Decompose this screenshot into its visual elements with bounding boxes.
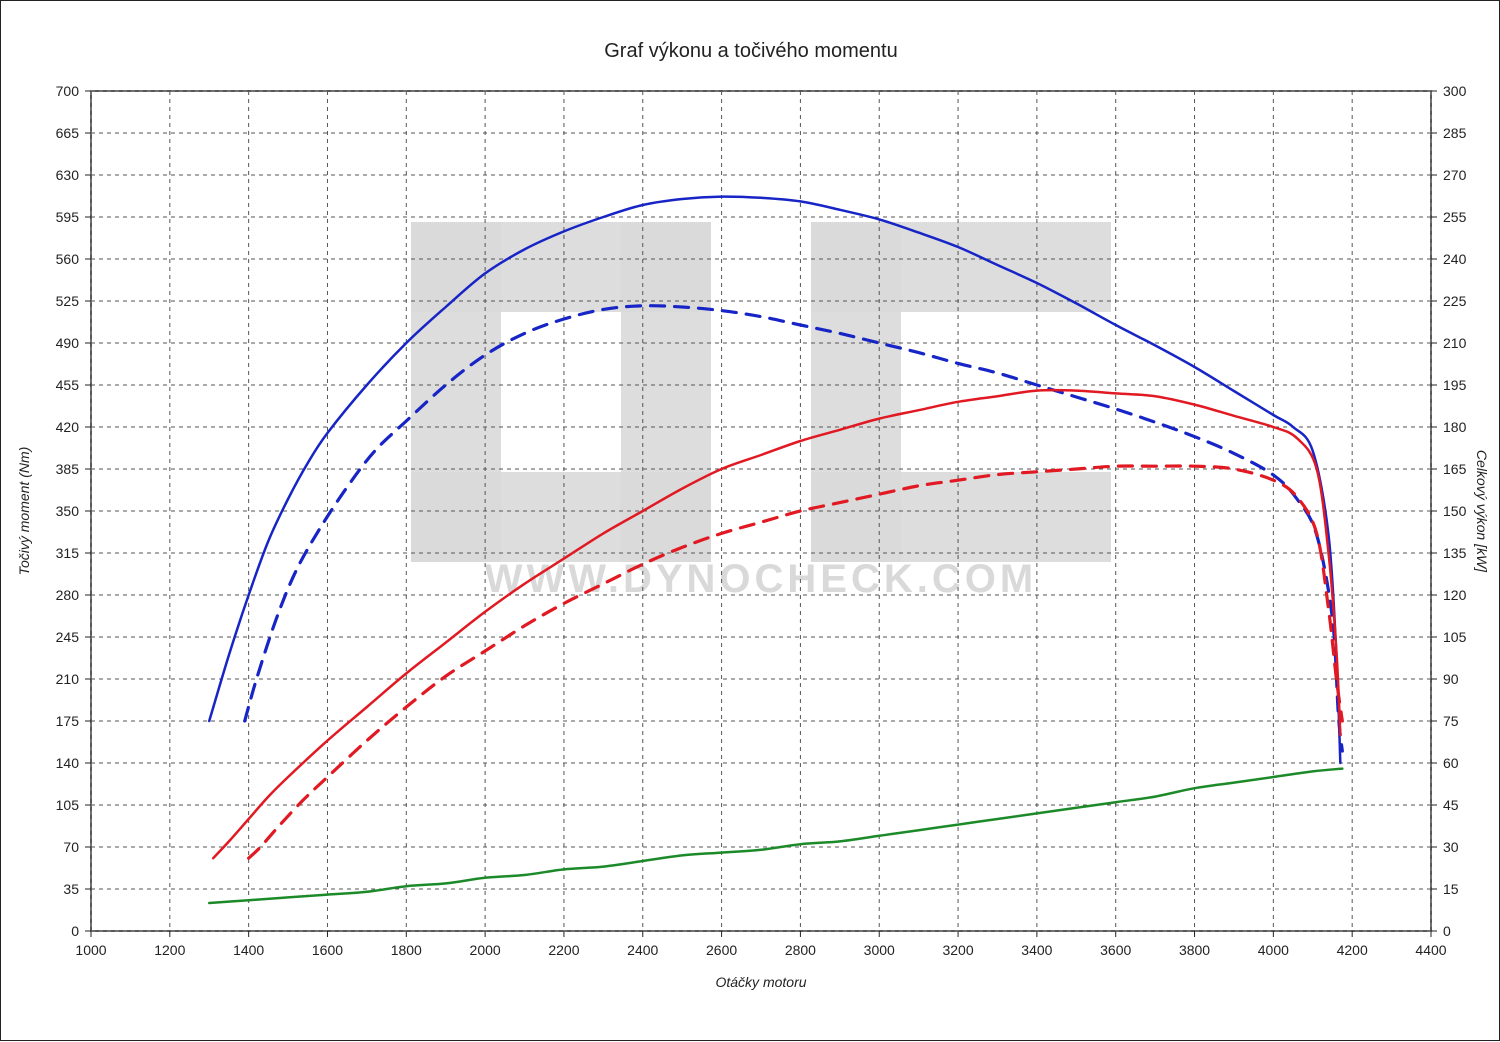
y-right-tick: 60	[1443, 755, 1459, 771]
y-right-tick: 240	[1443, 251, 1467, 267]
y-right-tick: 45	[1443, 797, 1459, 813]
x-tick: 1800	[391, 942, 422, 958]
x-tick: 1400	[233, 942, 264, 958]
y-right-tick: 210	[1443, 335, 1467, 351]
series-torque_tuned	[209, 197, 1340, 763]
y-left-tick: 70	[63, 839, 79, 855]
x-tick-labels: 1000 1200 1400 1600 1800 2000 2200 2400 2600 2800…	[75, 942, 1446, 958]
x-tick: 4200	[1337, 942, 1368, 958]
y-left-tick: 455	[56, 377, 80, 393]
series-losses	[209, 769, 1342, 903]
y-right-tick: 135	[1443, 545, 1467, 561]
y-right-axis-label: Celkový výkon [kW]	[1474, 450, 1490, 573]
y-right-tick: 270	[1443, 167, 1467, 183]
y-right-tick: 285	[1443, 125, 1467, 141]
x-tick: 3200	[942, 942, 973, 958]
y-left-tick: 35	[63, 881, 79, 897]
y-left-tick: 595	[56, 209, 80, 225]
y-right-tick: 75	[1443, 713, 1459, 729]
y-right-tick: 150	[1443, 503, 1467, 519]
y-right-tick-labels: 0 15 30 45 60 75 90 105 120 135 150 165 180 195 210 225…	[1443, 83, 1467, 939]
x-tick: 3800	[1179, 942, 1210, 958]
y-right-tick: 165	[1443, 461, 1467, 477]
x-tick: 2000	[470, 942, 501, 958]
y-left-tick: 280	[56, 587, 80, 603]
x-tick: 2800	[785, 942, 816, 958]
x-tick: 1600	[312, 942, 343, 958]
y-left-tick: 490	[56, 335, 80, 351]
y-left-tick: 105	[56, 797, 80, 813]
gridlines	[85, 91, 1437, 937]
y-left-tick: 210	[56, 671, 80, 687]
y-right-tick: 90	[1443, 671, 1459, 687]
y-left-tick: 630	[56, 167, 80, 183]
x-tick: 2200	[548, 942, 579, 958]
series-power_tuned	[213, 390, 1340, 858]
x-axis-label: Otáčky motoru	[715, 974, 806, 990]
y-right-tick: 30	[1443, 839, 1459, 855]
y-right-tick: 255	[1443, 209, 1467, 225]
chart-svg: Graf výkonu a točivého momentu WWW.DYNOC…	[1, 1, 1500, 1042]
x-tick: 3600	[1100, 942, 1131, 958]
x-tick: 4000	[1258, 942, 1289, 958]
y-right-tick: 180	[1443, 419, 1467, 435]
series-group	[209, 197, 1342, 903]
dyno-chart: Graf výkonu a točivého momentu WWW.DYNOC…	[0, 0, 1500, 1041]
x-tick: 3400	[1021, 942, 1052, 958]
x-tick: 2400	[627, 942, 658, 958]
x-tick: 1000	[75, 942, 106, 958]
y-left-axis-label: Točivý moment (Nm)	[16, 447, 32, 576]
y-right-tick: 225	[1443, 293, 1467, 309]
y-left-tick: 525	[56, 293, 80, 309]
x-tick: 3000	[864, 942, 895, 958]
y-right-tick: 120	[1443, 587, 1467, 603]
y-left-tick: 0	[71, 923, 79, 939]
y-left-tick: 385	[56, 461, 80, 477]
y-left-tick: 420	[56, 419, 80, 435]
y-left-tick: 315	[56, 545, 80, 561]
watermark-url: WWW.DYNOCHECK.COM	[485, 557, 1037, 601]
y-left-tick: 700	[56, 83, 80, 99]
y-left-tick: 350	[56, 503, 80, 519]
y-left-tick: 245	[56, 629, 80, 645]
x-tick: 1200	[154, 942, 185, 958]
x-tick: 4400	[1415, 942, 1446, 958]
y-left-tick: 665	[56, 125, 80, 141]
y-right-tick: 0	[1443, 923, 1451, 939]
y-left-tick: 175	[56, 713, 80, 729]
y-left-tick-labels: 0 35 70 105 140 175 210 245 280 315 350 385 420 455 49…	[56, 83, 80, 939]
y-right-tick: 195	[1443, 377, 1467, 393]
watermark: WWW.DYNOCHECK.COM	[411, 222, 1111, 601]
x-tick: 2600	[706, 942, 737, 958]
y-left-tick: 560	[56, 251, 80, 267]
chart-title: Graf výkonu a točivého momentu	[604, 40, 897, 62]
y-right-tick: 105	[1443, 629, 1467, 645]
y-left-tick: 140	[56, 755, 80, 771]
series-torque_stock	[245, 306, 1343, 751]
y-right-tick: 300	[1443, 83, 1467, 99]
y-right-tick: 15	[1443, 881, 1459, 897]
